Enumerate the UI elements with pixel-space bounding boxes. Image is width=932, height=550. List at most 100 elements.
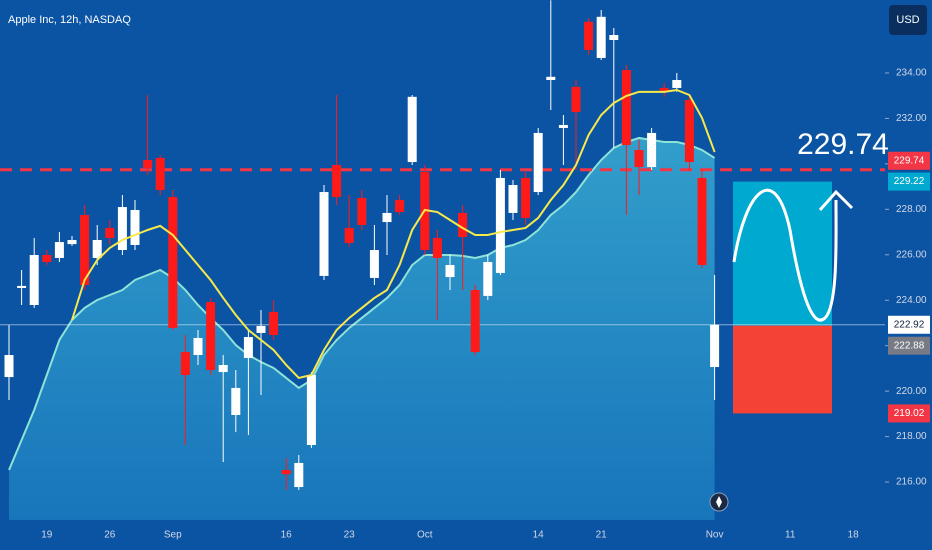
- time-axis: [0, 520, 932, 550]
- scroll-icon-glyph: [716, 496, 722, 508]
- candle-body: [710, 324, 720, 368]
- x-tick-label: 23: [344, 530, 356, 541]
- candle-body: [155, 157, 165, 190]
- candle-body: [269, 312, 279, 335]
- candle-body: [130, 210, 140, 245]
- moving-average: [71, 88, 716, 380]
- price-tag-label: 222.88: [894, 340, 925, 351]
- y-tick-label: 218.00: [896, 431, 927, 442]
- candle-body: [4, 355, 14, 378]
- candle-body: [634, 150, 644, 168]
- price-tag: [888, 151, 930, 170]
- candle-body: [521, 177, 531, 218]
- y-tick-label: 232.00: [896, 113, 927, 124]
- candle-body: [218, 365, 228, 373]
- candle-body: [105, 227, 115, 238]
- candle-body: [546, 76, 556, 80]
- y-tick-label: 226.00: [896, 249, 927, 260]
- candle-body: [470, 290, 480, 353]
- candle-body: [256, 325, 266, 333]
- candle-body: [206, 302, 216, 370]
- x-tick-label: Nov: [706, 530, 724, 541]
- candle-body: [407, 96, 417, 163]
- forecast-arrowhead: [818, 189, 854, 211]
- candle-body: [117, 207, 127, 250]
- candle-body: [369, 250, 379, 278]
- candle-body: [609, 35, 619, 40]
- candle-body: [332, 165, 342, 198]
- price-tag: [888, 315, 930, 334]
- candle-body: [621, 70, 631, 145]
- price-annotation: 229.74: [797, 128, 889, 161]
- price-tag: [888, 172, 930, 191]
- candle-body: [143, 160, 153, 168]
- candle-body: [54, 242, 64, 258]
- candle-body: [684, 100, 694, 163]
- chart-title: Apple Inc, 12h, NASDAQ: [8, 14, 131, 26]
- x-tick-label: 21: [596, 530, 608, 541]
- candle-body: [92, 240, 102, 258]
- y-tick-label: 220.00: [896, 386, 927, 397]
- candle-body: [697, 177, 707, 265]
- forecast-curve: [732, 189, 838, 322]
- candle-body: [193, 337, 203, 355]
- price-tag-label: 219.02: [894, 408, 925, 419]
- candle-body: [483, 262, 493, 296]
- y-tick-label: 234.00: [896, 68, 927, 79]
- candle-body: [243, 337, 253, 358]
- candle-body: [42, 255, 52, 263]
- x-tick-label: 19: [41, 530, 53, 541]
- candle-body: [17, 285, 27, 288]
- candle-body: [231, 387, 241, 415]
- price-tag-label: 229.74: [894, 155, 925, 166]
- x-tick-label: Sep: [164, 530, 182, 541]
- candle-body: [495, 177, 505, 273]
- candle-body: [306, 375, 316, 445]
- candle-body: [67, 240, 77, 245]
- x-tick-label: 14: [533, 530, 545, 541]
- price-tag-label: 222.92: [894, 319, 925, 330]
- candle-body: [432, 237, 442, 258]
- candle-body: [180, 352, 190, 375]
- candle-body: [294, 462, 304, 488]
- price-tag: [888, 336, 930, 355]
- candle-body: [584, 21, 594, 50]
- y-tick-label: 224.00: [896, 295, 927, 306]
- stop-zone: [733, 325, 832, 414]
- candle-body: [571, 86, 581, 113]
- x-tick-label: 11: [785, 530, 796, 541]
- y-tick-label: 228.00: [896, 204, 927, 215]
- candle-body: [659, 87, 669, 92]
- candle-body: [29, 255, 39, 305]
- candle-body: [357, 197, 367, 225]
- candle-body: [382, 212, 392, 223]
- candle-body: [672, 80, 682, 88]
- candle-body: [319, 192, 329, 276]
- x-tick-label: 18: [848, 530, 860, 541]
- currency-button[interactable]: [889, 5, 927, 35]
- candle-body: [533, 132, 543, 193]
- currency-label[interactable]: USD: [896, 14, 919, 26]
- x-tick-label: Oct: [417, 530, 433, 541]
- area-line: [8, 136, 716, 471]
- price-tag: [888, 404, 930, 423]
- plot: [0, 0, 885, 521]
- candle-body: [458, 212, 468, 238]
- candle-body: [281, 470, 291, 475]
- candle-body: [647, 132, 657, 168]
- x-tick-label: 26: [104, 530, 116, 541]
- candle-body: [596, 16, 606, 58]
- candle-body: [395, 200, 405, 213]
- candle-body: [558, 125, 568, 128]
- candle-body: [80, 215, 90, 285]
- candle-body: [344, 227, 354, 243]
- candle-body: [508, 185, 518, 213]
- candle-body: [168, 197, 178, 328]
- candle-body: [445, 265, 455, 278]
- x-tick-label: 16: [281, 530, 293, 541]
- price-axis: [885, 0, 932, 550]
- price-tag-label: 229.22: [894, 176, 925, 187]
- y-tick-label: 216.00: [896, 477, 927, 488]
